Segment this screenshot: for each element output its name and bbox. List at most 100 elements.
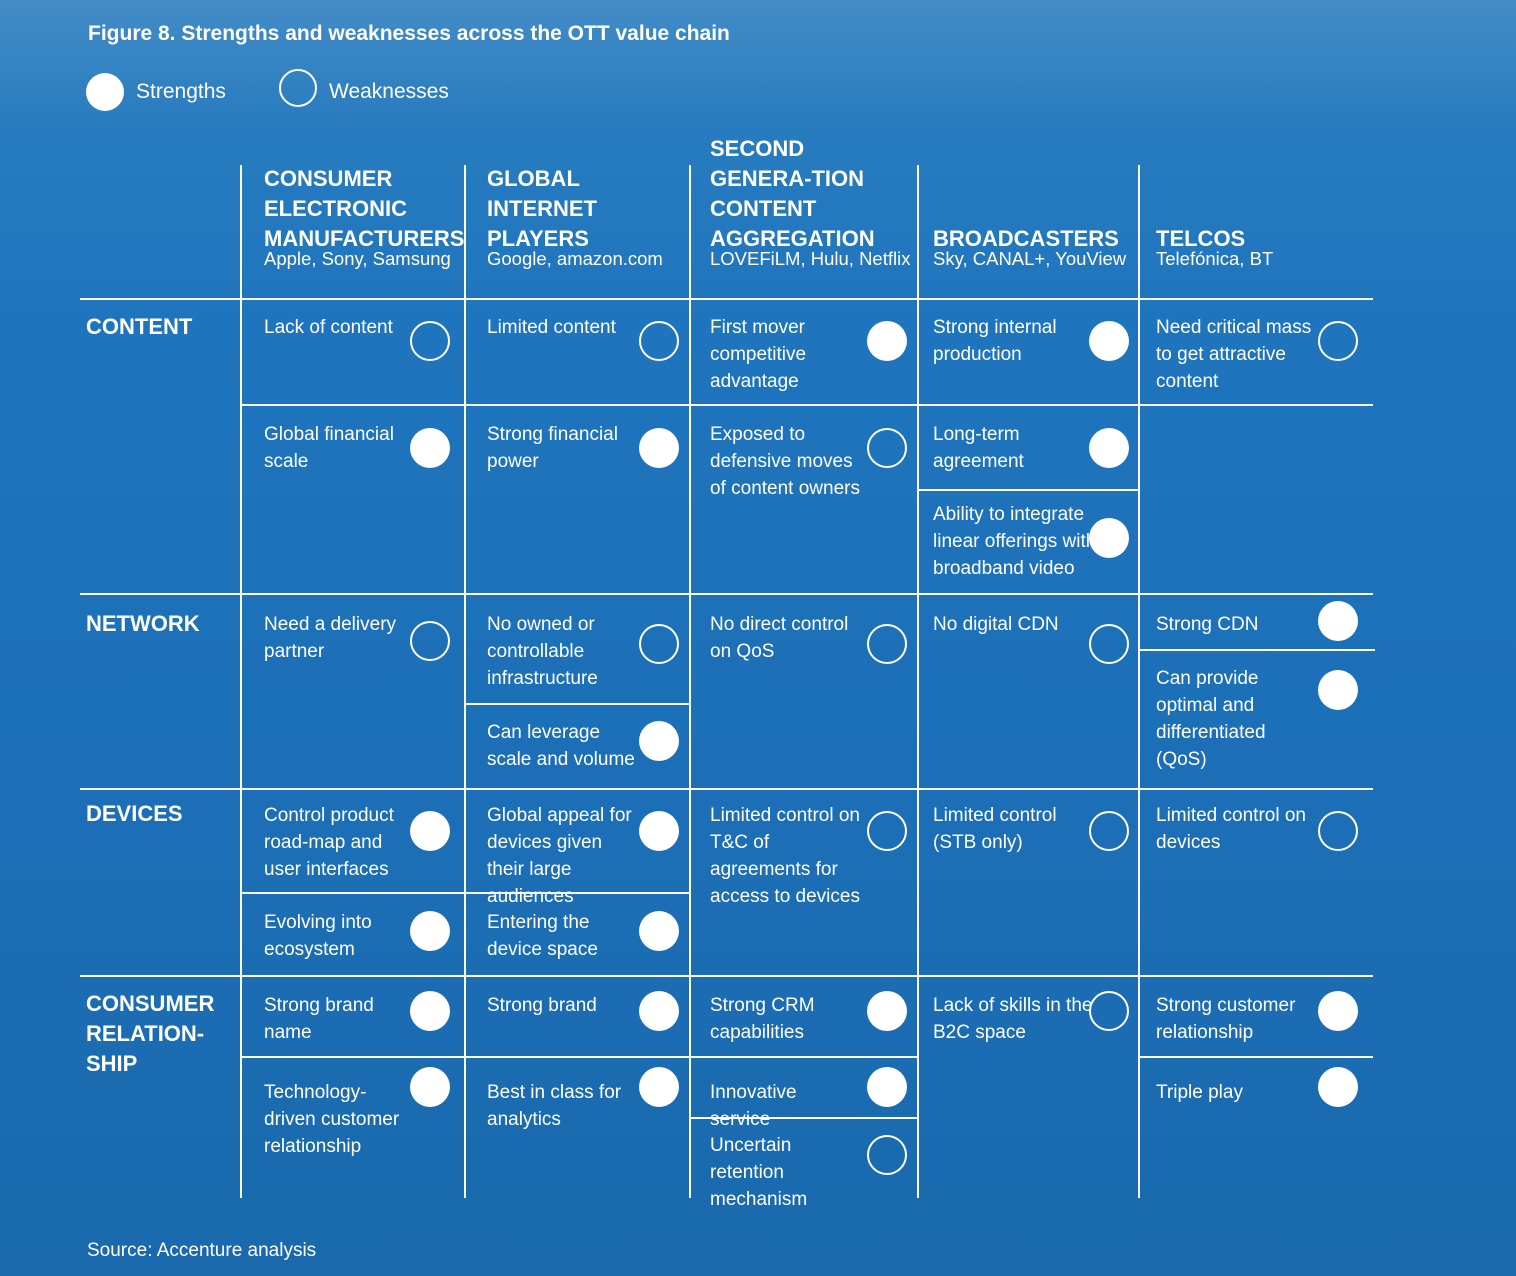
cell-label: Exposed to defensive moves of content ow… — [710, 424, 860, 499]
cell-divider — [1138, 649, 1375, 651]
header-divider — [80, 298, 1373, 300]
cell-label: Control product road-map and user interf… — [264, 805, 394, 880]
strength-marker — [639, 911, 679, 951]
strength-marker — [1318, 1067, 1358, 1107]
cell-label: Limited control (STB only) — [933, 805, 1057, 853]
weakness-marker — [410, 321, 450, 361]
column-title: TELCOS — [1156, 226, 1246, 251]
cell-label: Need critical mass to get attractive con… — [1156, 317, 1312, 392]
cell-label: No direct control on QoS — [710, 614, 849, 662]
strength-marker — [1089, 518, 1129, 558]
column-divider — [1138, 165, 1140, 1198]
weakness-marker — [1089, 811, 1129, 851]
legend-weakness-dot — [279, 69, 317, 107]
strength-marker — [1089, 428, 1129, 468]
weakness-marker — [867, 624, 907, 664]
cell-label: Need a delivery partner — [264, 614, 397, 662]
weakness-marker — [1318, 811, 1358, 851]
strength-marker — [410, 428, 450, 468]
strength-marker — [1318, 670, 1358, 710]
column-examples: LOVEFiLM, Hulu, Netflix — [710, 248, 911, 269]
cell-label: Strong brand name — [264, 995, 374, 1043]
cell-label: Ability to integrate linear offerings wi… — [933, 504, 1097, 579]
cell-label: No owned or controllable infrastructure — [487, 614, 598, 689]
cell-label: Long-term agreement — [933, 424, 1024, 472]
cell-label: Limited control on devices — [1156, 805, 1306, 853]
cell-label: Technology-driven customer relationship — [264, 1082, 400, 1157]
column-examples: Apple, Sony, Samsung — [264, 248, 451, 269]
column-examples: Telefónica, BT — [1156, 248, 1274, 269]
weakness-marker — [867, 1135, 907, 1175]
column-title: BROADCASTERS — [933, 226, 1119, 251]
column-divider — [240, 165, 242, 1198]
cell-label: Best in class for analytics — [487, 1082, 622, 1130]
cell-label: Can leverage scale and volume — [487, 722, 635, 770]
weakness-marker — [867, 428, 907, 468]
weakness-marker — [1089, 624, 1129, 664]
source-note: Source: Accenture analysis — [87, 1240, 317, 1261]
cell-label: Global appeal for devices given their la… — [487, 805, 632, 907]
strength-marker — [639, 811, 679, 851]
strength-marker — [867, 991, 907, 1031]
column-title: GLOBAL INTERNET PLAYERS — [487, 166, 597, 251]
strength-marker — [639, 991, 679, 1031]
cell-divider — [240, 1056, 917, 1058]
strength-marker — [1318, 601, 1358, 641]
column-title: CONSUMER ELECTRONIC MANUFACTURERS — [264, 166, 465, 251]
strength-marker — [410, 911, 450, 951]
cell-label: Uncertain retention mechanism — [710, 1135, 808, 1210]
row-header: CONSUMER RELATION-SHIP — [86, 991, 215, 1076]
strength-marker — [639, 1067, 679, 1107]
cell-label: Strong customer relationship — [1156, 995, 1296, 1043]
weakness-marker — [1318, 321, 1358, 361]
cell-divider — [464, 703, 689, 705]
strength-marker — [1318, 991, 1358, 1031]
weakness-marker — [1089, 991, 1129, 1031]
cell-label: Triple play — [1156, 1082, 1243, 1103]
strength-marker — [410, 811, 450, 851]
cell-label: Strong CRM capabilities — [710, 995, 815, 1043]
cell-label: Lack of content — [264, 317, 393, 338]
column-title: SECOND GENERA-TION CONTENT AGGREGATION — [710, 136, 875, 251]
cell-label: No digital CDN — [933, 614, 1059, 635]
cell-label: Lack of skills in the B2C space — [933, 995, 1093, 1043]
cell-label: Evolving into ecosystem — [264, 912, 372, 960]
row-divider — [80, 975, 1373, 977]
column-header: CONSUMER ELECTRONIC MANUFACTURERS Apple, … — [264, 150, 464, 300]
row-header: NETWORK — [86, 611, 200, 636]
column-examples: Sky, CANAL+, YouView — [933, 248, 1127, 269]
column-divider — [464, 165, 466, 1198]
cell-label: Global financial scale — [264, 424, 394, 472]
strength-marker — [410, 1067, 450, 1107]
column-divider — [689, 165, 691, 1198]
column-examples: Google, amazon.com — [487, 248, 663, 269]
row-header: DEVICES — [86, 801, 183, 826]
figure-title: Figure 8. Strengths and weaknesses acros… — [88, 22, 730, 45]
cell-divider — [1138, 1056, 1373, 1058]
cell-divider — [240, 892, 689, 894]
legend-strength-dot — [86, 73, 124, 111]
cell-label: Can provide optimal and differentiated (… — [1156, 668, 1266, 770]
weakness-marker — [639, 321, 679, 361]
column-divider — [917, 165, 919, 1198]
cell-label: Strong brand — [487, 995, 597, 1016]
strength-marker — [639, 721, 679, 761]
strength-marker — [410, 991, 450, 1031]
row-header: CONTENT — [86, 314, 193, 339]
column-header: GLOBAL INTERNET PLAYERS Google, amazon.co… — [487, 150, 697, 300]
cell-label: Entering the device space — [487, 912, 598, 960]
weakness-marker — [639, 624, 679, 664]
cell-label: Limited control on T&C of agreements for… — [710, 805, 860, 907]
strength-marker — [1089, 321, 1129, 361]
background-photo-strip — [0, 0, 1516, 130]
legend-weakness-label: Weaknesses — [329, 80, 449, 103]
strength-marker — [867, 1067, 907, 1107]
column-header: BROADCASTERS Sky, CANAL+, YouView — [933, 150, 1143, 300]
weakness-marker — [867, 811, 907, 851]
column-header: TELCOS Telefónica, BT — [1156, 150, 1366, 300]
cell-divider — [689, 1117, 917, 1119]
strength-marker — [639, 428, 679, 468]
cell-label: Innovative service — [710, 1082, 797, 1130]
cell-label: Strong financial power — [487, 424, 618, 472]
cell-label: Limited content — [487, 317, 616, 338]
